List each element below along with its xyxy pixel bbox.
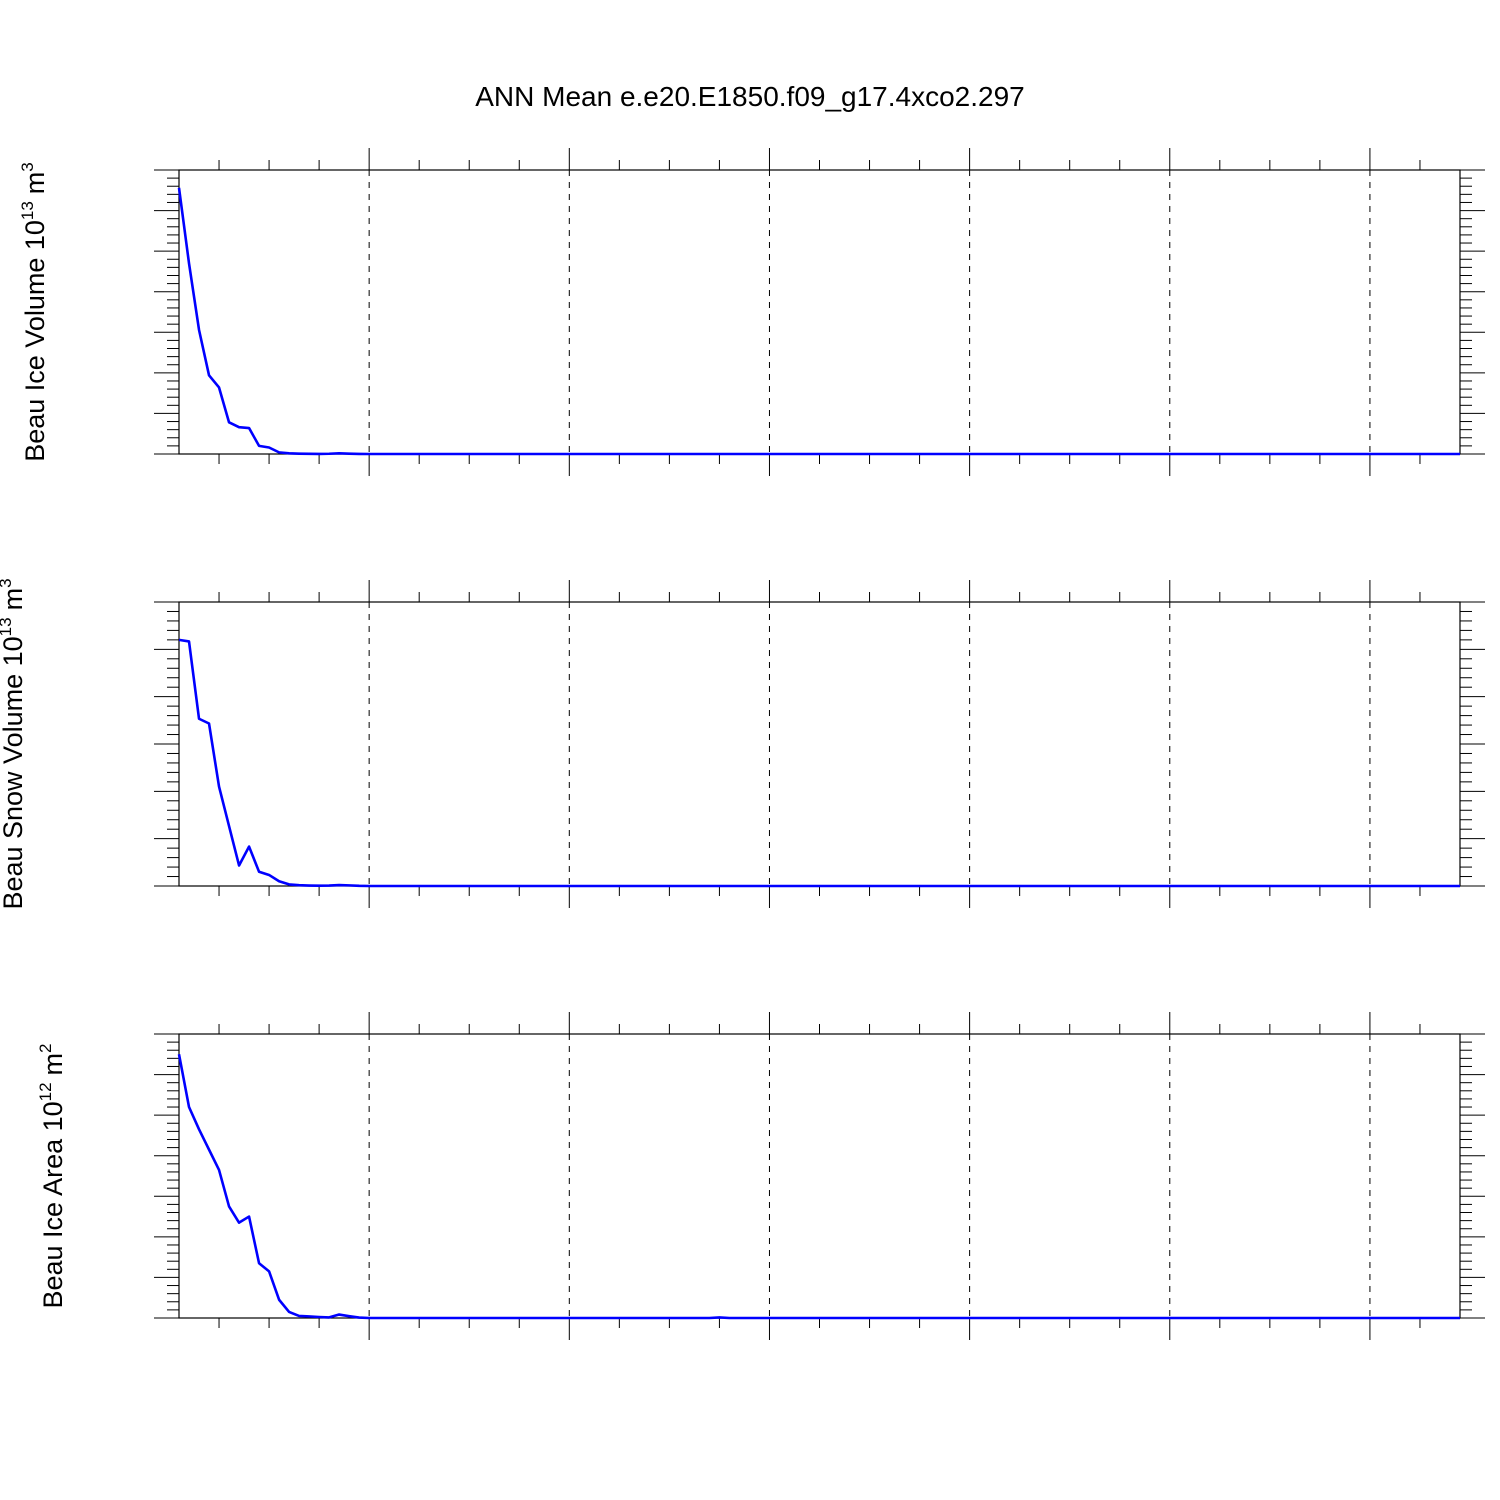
ice-volume-y-axis-title: Beau Ice Volume 1013 m3 bbox=[18, 162, 50, 462]
ice-area-panel: Beau Ice Area 1012 m2 bbox=[36, 1012, 1485, 1340]
y-axis-title-exponent: 12 bbox=[36, 1082, 55, 1101]
ice-volume-series-line bbox=[177, 187, 1460, 456]
snow-volume-y-axis-title: Beau Snow Volume 1013 m3 bbox=[0, 578, 28, 909]
snow-volume-series-line bbox=[178, 638, 1460, 888]
y-axis-title-unit-exponent: 2 bbox=[36, 1043, 55, 1052]
y-axis-title-unit: m bbox=[0, 588, 28, 611]
y-axis-title-text: Beau Snow Volume 10 bbox=[0, 636, 28, 909]
snow-volume-panel: Beau Snow Volume 1013 m3 bbox=[0, 578, 1485, 910]
ice-volume-panel: Beau Ice Volume 1013 m3 bbox=[18, 148, 1485, 476]
y-axis-title-exponent: 13 bbox=[0, 617, 15, 636]
ice-area-y-axis-title: Beau Ice Area 1012 m2 bbox=[36, 1043, 68, 1308]
y-axis-title-exponent: 13 bbox=[18, 201, 37, 220]
y-axis-title-unit: m bbox=[20, 172, 50, 195]
y-axis-title-text: Beau Ice Area 10 bbox=[38, 1101, 68, 1308]
y-axis-title-unit: m bbox=[38, 1053, 68, 1076]
y-axis-title-text: Beau Ice Volume 10 bbox=[20, 220, 50, 462]
y-axis-title-unit-exponent: 3 bbox=[18, 162, 37, 171]
y-axis-title-unit-exponent: 3 bbox=[0, 578, 15, 587]
ice-area-series-line bbox=[177, 1054, 1460, 1320]
figure-title: ANN Mean e.e20.E1850.f09_g17.4xco2.297 bbox=[475, 81, 1025, 112]
